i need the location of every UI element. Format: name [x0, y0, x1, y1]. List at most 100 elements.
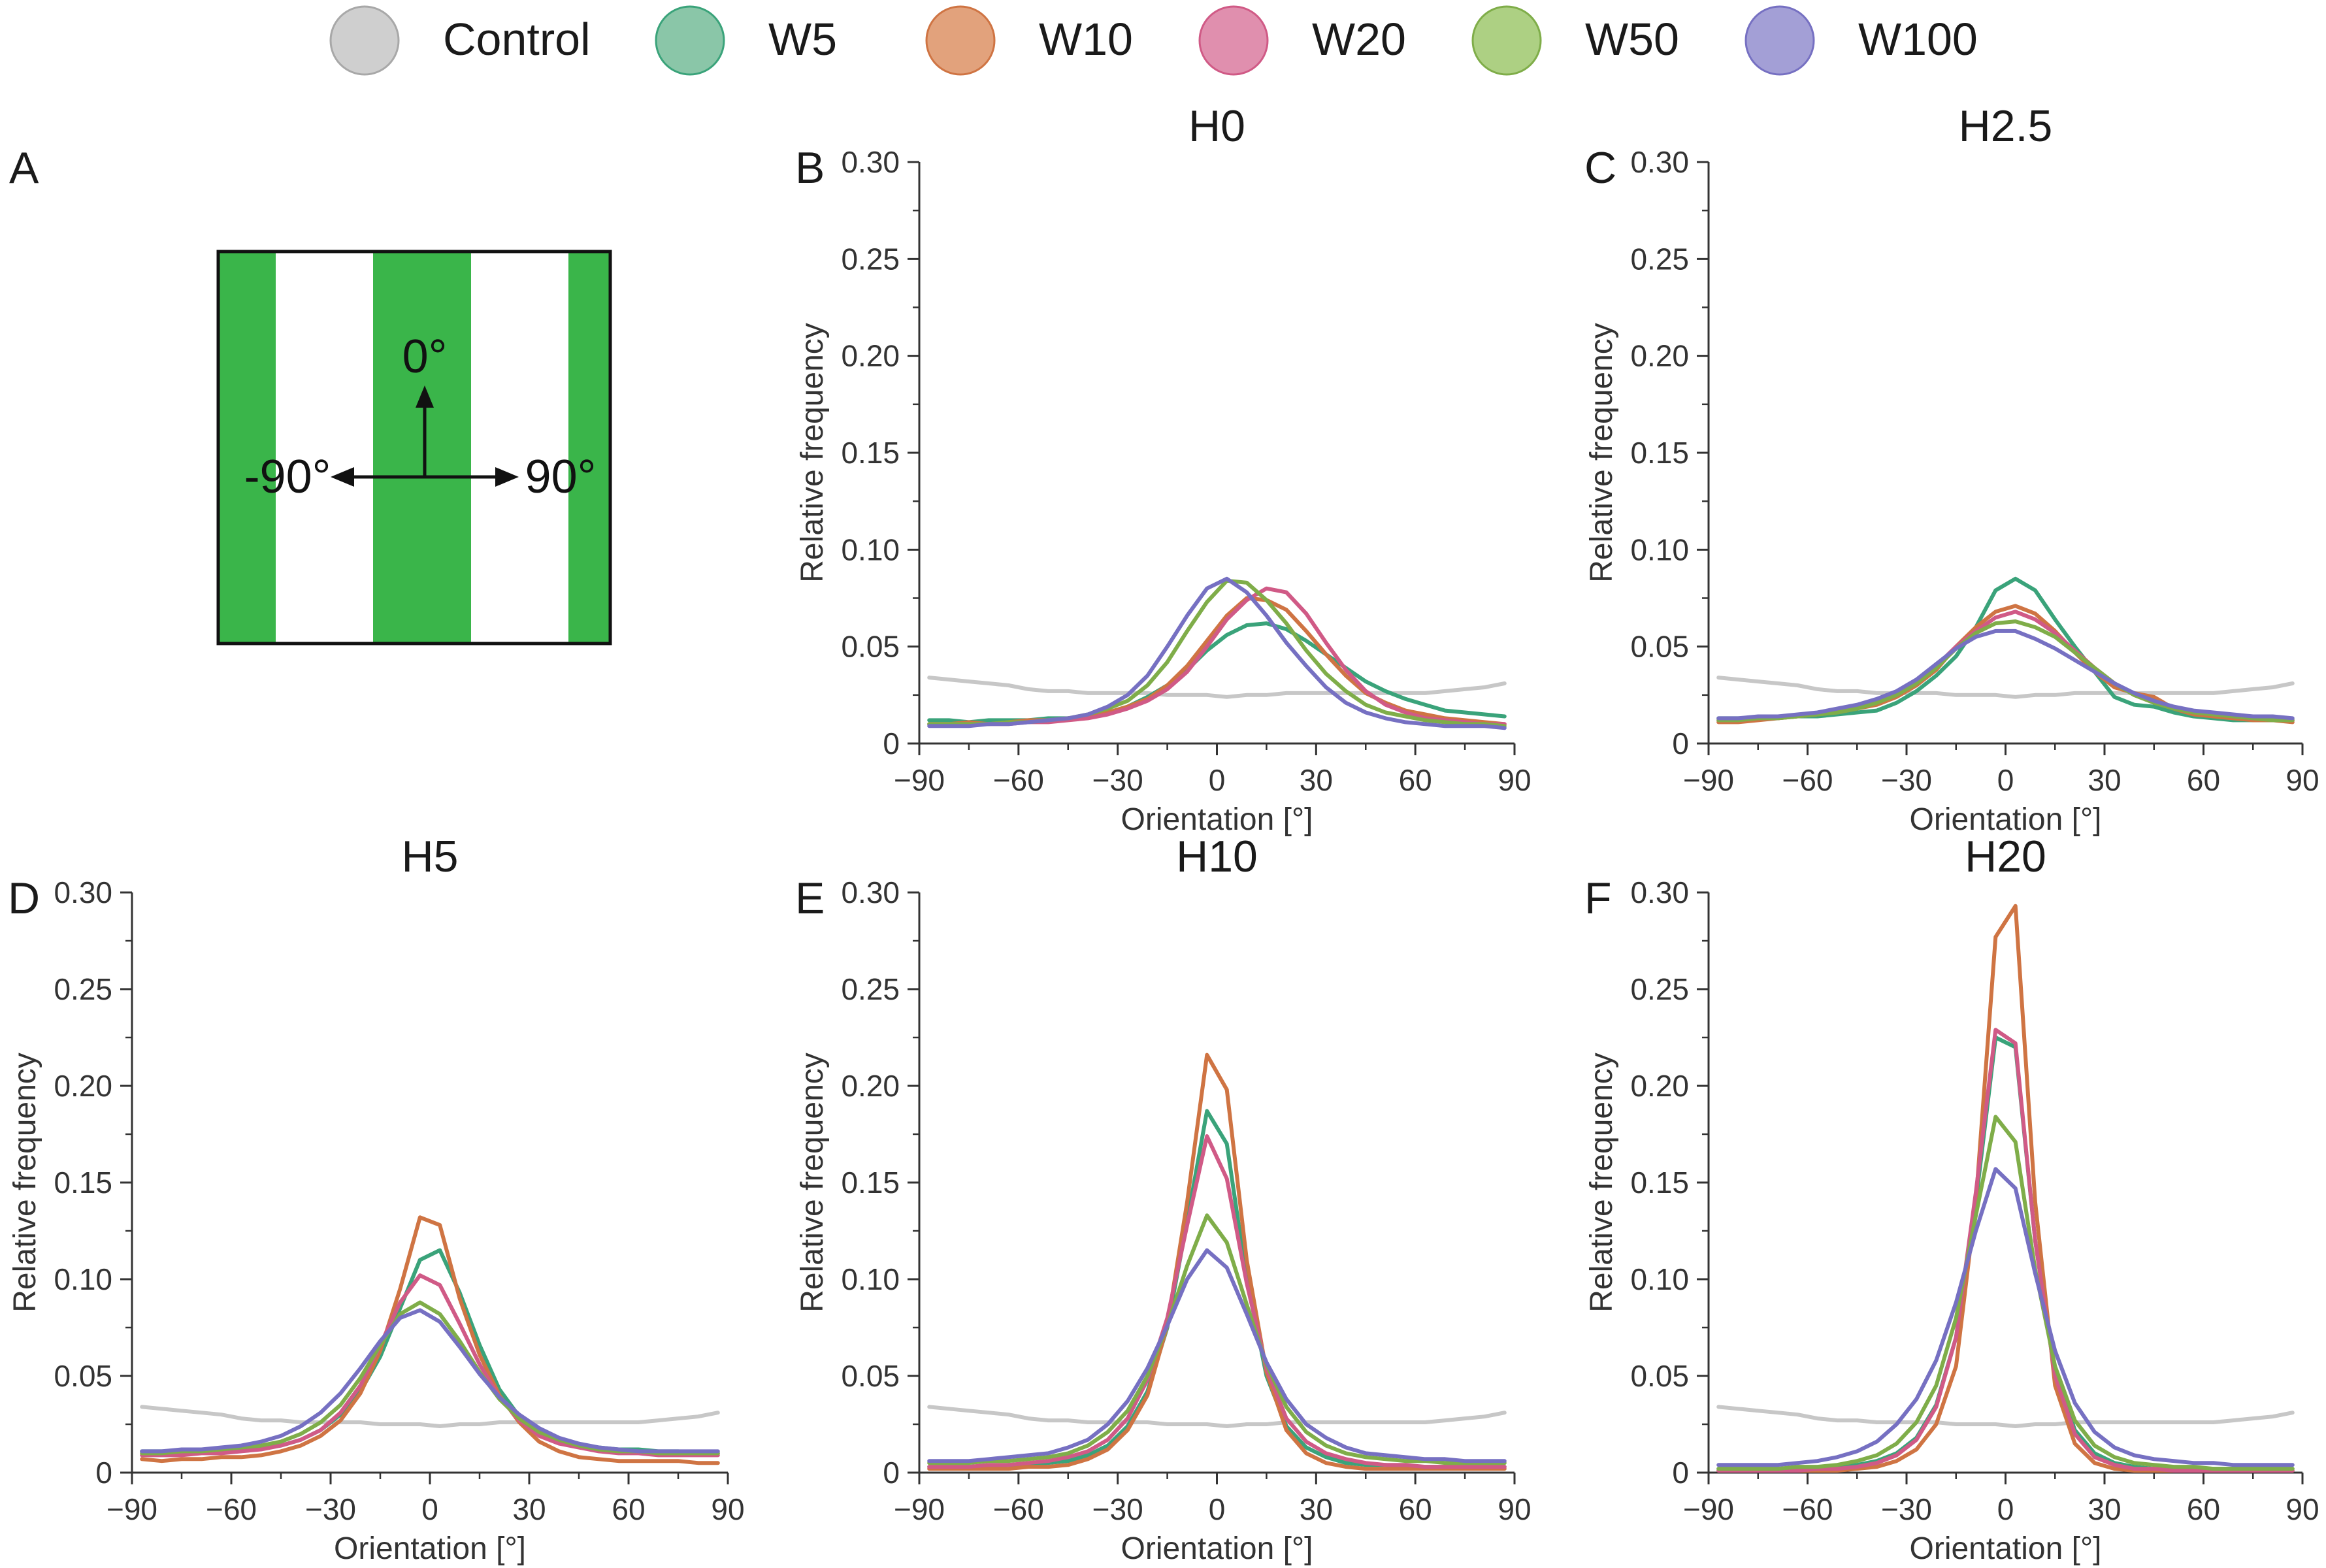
panel-label-f: F: [1584, 874, 1612, 923]
y-tick-label: 0.15: [841, 436, 900, 470]
legend-item-w100[interactable]: W100: [1745, 5, 1978, 76]
legend-label-w100: W100: [1858, 14, 1978, 65]
y-tick-label: 0.20: [841, 1069, 900, 1103]
y-axis-label: Relative frequency: [1584, 323, 1619, 583]
series-line-w5: [927, 621, 1507, 725]
chart-panel-f: F H20 −90 −60 −30 0 30 60 90 0 0.05 0.10 0.15 0.20 0.2…: [1584, 832, 2319, 1566]
x-tick-label: −60: [1782, 1492, 1833, 1526]
series-line-w50: [1716, 619, 2295, 723]
x-tick-label: −30: [1881, 763, 1932, 797]
y-tick-label: 0.10: [1630, 1262, 1689, 1296]
green-stripe-1: [218, 252, 276, 644]
legend-label-w5: W5: [768, 14, 837, 65]
legend-item-w20[interactable]: W20: [1198, 5, 1406, 76]
x-tick-label: 30: [1300, 1492, 1333, 1526]
x-tick-label: −90: [1683, 1492, 1734, 1526]
series-line-w100: [140, 1308, 720, 1454]
series-line-w10: [927, 1053, 1507, 1471]
x-axis-label: Orientation [°]: [1121, 802, 1313, 837]
series-line-w10: [927, 596, 1507, 727]
x-tick-label: −30: [1881, 1492, 1932, 1526]
y-tick-label: 0.15: [1630, 1166, 1689, 1200]
y-tick-label: 0.05: [841, 630, 900, 664]
x-tick-label: −30: [1092, 763, 1143, 797]
y-tick-label: 0.30: [841, 875, 900, 909]
series-line-w10: [1716, 904, 2295, 1473]
chart-title-e: H10: [1176, 832, 1258, 881]
chart-panel-b: B H0 −90 −60 −30 0 30 60 90 0 0.05 0.10 0.15 0.20 0.25…: [795, 101, 1532, 837]
series-line-w20: [1716, 1028, 2295, 1473]
panel-label-b: B: [795, 143, 825, 193]
y-tick-label: 0.10: [841, 532, 900, 566]
x-tick-label: 0: [1997, 1492, 2014, 1526]
series-line-w50: [140, 1300, 720, 1456]
x-tick-label: 60: [612, 1492, 645, 1526]
series-line-w5: [1716, 576, 2295, 723]
legend-item-w5[interactable]: W5: [655, 5, 837, 76]
series-line-control: [927, 676, 1507, 699]
x-tick-label: 60: [1399, 763, 1432, 797]
y-tick-label: 0.15: [54, 1166, 112, 1200]
x-tick-label: −90: [894, 1492, 945, 1526]
x-tick-label: 90: [2285, 1492, 2319, 1526]
series-line-w100: [1716, 629, 2295, 721]
x-tick-label: 90: [1498, 763, 1531, 797]
x-tick-label: 30: [1300, 763, 1333, 797]
y-tick-label: 0: [95, 1456, 112, 1490]
series-line-control: [1716, 1405, 2295, 1428]
series-line-control: [1716, 676, 2295, 699]
legend-label-w10: W10: [1039, 14, 1133, 65]
x-tick-label: 90: [1498, 1492, 1531, 1526]
y-tick-label: 0.25: [1630, 242, 1689, 276]
x-tick-label: −90: [1683, 763, 1734, 797]
chart-panel-c: C H2.5 −90 −60 −30 0 30 60 90 0 0.05 0.10 0.15 0.20 0.…: [1584, 101, 2319, 837]
panel-label-c: C: [1584, 143, 1616, 193]
y-tick-label: 0.05: [1630, 1359, 1689, 1393]
series-line-control: [140, 1405, 720, 1428]
y-tick-label: 0.30: [841, 145, 900, 179]
series-line-w20: [927, 1134, 1507, 1469]
y-tick-label: 0.05: [1630, 630, 1689, 664]
panel-label-a: A: [9, 143, 39, 193]
x-tick-label: 30: [2088, 1492, 2121, 1526]
legend-item-w10[interactable]: W10: [925, 5, 1133, 76]
legend: Control W5 W10 W20 W50 W100: [329, 5, 1978, 76]
schematic-border: [216, 250, 612, 645]
legend-label-control: Control: [443, 14, 591, 65]
x-tick-label: −60: [993, 763, 1044, 797]
legend-item-control[interactable]: Control: [329, 5, 591, 76]
x-tick-label: 60: [2187, 763, 2220, 797]
x-tick-label: 0: [1209, 1492, 1226, 1526]
x-tick-label: 0: [1997, 763, 2014, 797]
legend-swatch-w100: [1745, 5, 1815, 76]
series-line-w5: [927, 1109, 1507, 1469]
angle-label-left: -90°: [244, 451, 331, 503]
series-line-w100: [927, 1248, 1507, 1463]
y-tick-label: 0.25: [54, 972, 112, 1006]
series-line-w10: [140, 1215, 720, 1465]
y-tick-label: 0.25: [1630, 972, 1689, 1006]
series-line-w5: [1716, 1036, 2295, 1471]
legend-swatch-w5: [655, 5, 725, 76]
y-tick-label: 0.05: [841, 1359, 900, 1393]
series-line-w20: [140, 1273, 720, 1458]
legend-item-w50[interactable]: W50: [1471, 5, 1679, 76]
y-tick-label: 0.10: [841, 1262, 900, 1296]
x-axis-label: Orientation [°]: [1910, 802, 2102, 837]
stripe-schematic: 0° -90° 90°: [216, 250, 612, 645]
y-tick-label: 0: [883, 1456, 900, 1490]
x-axis-label: Orientation [°]: [334, 1531, 526, 1566]
y-tick-label: 0.30: [1630, 145, 1689, 179]
y-tick-label: 0.15: [1630, 436, 1689, 470]
x-tick-label: 60: [2187, 1492, 2220, 1526]
x-tick-label: 90: [2285, 763, 2319, 797]
y-tick-label: 0.10: [1630, 532, 1689, 566]
panel-label-d: D: [8, 874, 40, 923]
y-axis-label: Relative frequency: [8, 1053, 42, 1313]
series-line-w20: [1716, 610, 2295, 723]
panel-a: A 0° -90° 90°: [9, 143, 612, 645]
chart-panel-d: D H5 −90 −60 −30 0 30 60 90 0 0.05 0.10 0.15 0.20 0.25…: [8, 832, 745, 1566]
series-line-w50: [1716, 1115, 2295, 1471]
y-tick-label: 0.20: [841, 339, 900, 373]
arrow-left-head: [331, 467, 354, 487]
